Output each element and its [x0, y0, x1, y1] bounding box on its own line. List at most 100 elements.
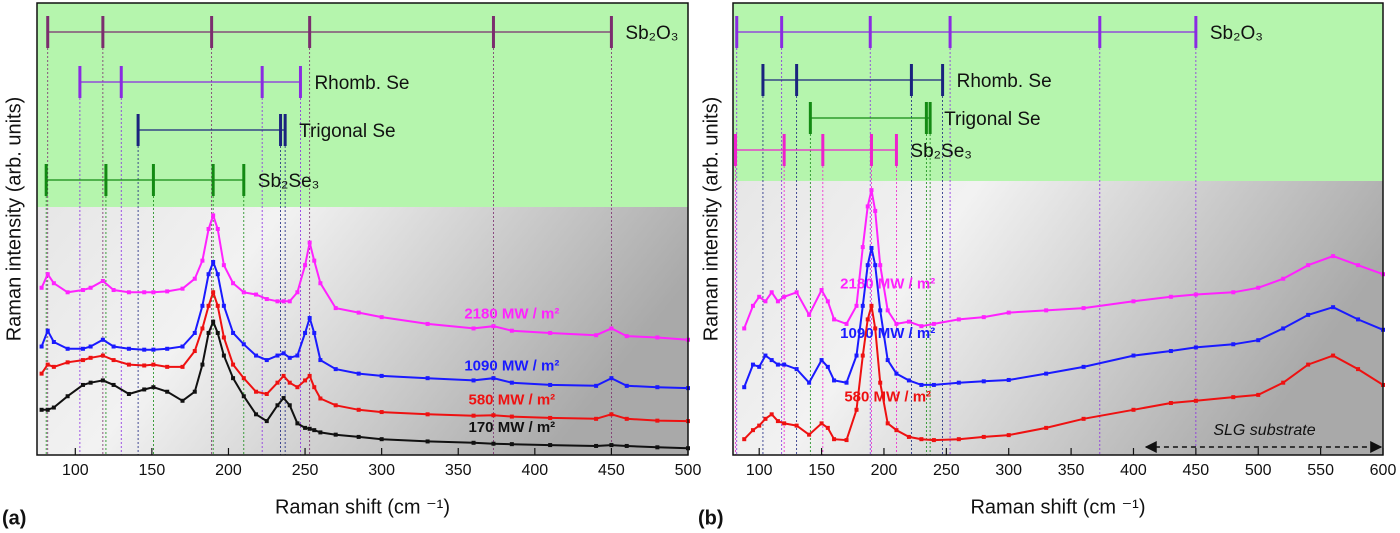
- spectrum-point: [869, 303, 874, 308]
- spectrum-point: [264, 419, 269, 424]
- spectrum-point: [51, 405, 56, 410]
- spectrum-point: [1081, 306, 1086, 311]
- x-tick-label: 450: [1183, 462, 1210, 479]
- spectrum-point: [548, 330, 553, 335]
- spectrum-point: [609, 376, 614, 381]
- x-tick-label: 600: [1370, 462, 1397, 479]
- spectrum-point: [333, 403, 338, 408]
- spectrum-point: [782, 421, 787, 426]
- spectrum-point: [151, 347, 156, 352]
- x-tick-label: 400: [521, 462, 548, 479]
- spectrum-point: [548, 443, 553, 448]
- spectrum-point: [763, 299, 768, 304]
- spectrum-point: [318, 358, 323, 363]
- spectrum-point: [1044, 308, 1049, 313]
- spectrum-point: [1168, 401, 1173, 406]
- spectrum-point: [80, 358, 85, 363]
- spectrum-point: [1231, 290, 1236, 295]
- spectrum-point: [142, 387, 147, 392]
- spectrum-point: [206, 303, 211, 308]
- spectrum-point: [425, 321, 430, 326]
- spectrum-point: [100, 337, 105, 342]
- spectrum-point: [333, 432, 338, 437]
- spectrum-point: [231, 362, 236, 367]
- spectrum-line: [40, 212, 689, 341]
- series-label: 580 MW / m²: [469, 392, 556, 409]
- spectrum-point: [142, 363, 147, 368]
- plot-background: [37, 207, 688, 455]
- spectrum-point: [1331, 353, 1336, 358]
- spectrum-point: [844, 380, 849, 385]
- spectrum-point: [200, 326, 205, 331]
- spectrum-point: [769, 290, 774, 295]
- spectrum-point: [287, 355, 292, 360]
- spectrum-point: [379, 410, 384, 415]
- spectrum-point: [865, 204, 870, 209]
- spectrum-point: [509, 414, 514, 419]
- spectrum-point: [180, 398, 185, 403]
- spectrum-point: [241, 290, 246, 295]
- spectrum-point: [1256, 338, 1261, 343]
- spectrum-point: [295, 353, 300, 358]
- spectrum-point: [142, 347, 147, 352]
- spectrum-point: [775, 362, 780, 367]
- spectrum-point: [769, 358, 774, 363]
- y-axis-label: Raman intensity (arb. units): [3, 97, 25, 342]
- spectrum-point: [757, 423, 762, 428]
- spectrum-point: [873, 208, 878, 213]
- spectrum-point: [981, 315, 986, 320]
- spectrum-point: [215, 303, 220, 308]
- spectrum-point: [379, 437, 384, 442]
- spectrum-point: [111, 288, 116, 293]
- spectrum-point: [844, 438, 849, 443]
- spectrum-point: [65, 346, 70, 351]
- panel-label: (a): [2, 507, 26, 529]
- spectrum-point: [151, 362, 156, 367]
- spectrum-point: [509, 442, 514, 447]
- spectrum-point: [1306, 362, 1311, 367]
- spectrum-point: [211, 259, 216, 264]
- spectrum-point: [491, 376, 496, 381]
- spectrum-point: [80, 346, 85, 351]
- phase-label: Trigonal Se: [944, 109, 1040, 130]
- spectrum-point: [80, 288, 85, 293]
- x-tick-label: 100: [62, 462, 89, 479]
- spectrum-point: [757, 364, 762, 369]
- spectrum-point: [192, 389, 197, 394]
- spectrum-point: [832, 317, 837, 322]
- spectrum-point: [1131, 353, 1136, 358]
- spectrum-point: [869, 188, 874, 193]
- spectrum-point: [307, 316, 312, 321]
- spectrum-point: [1306, 312, 1311, 317]
- spectrum-point: [819, 358, 824, 363]
- spectrum-point: [39, 407, 44, 412]
- spectrum-point: [307, 426, 312, 431]
- spectrum-point: [254, 353, 259, 358]
- spectrum-point: [287, 380, 292, 385]
- spectrum-point: [1356, 367, 1361, 372]
- spectrum-point: [807, 312, 812, 317]
- spectrum-point: [807, 432, 812, 437]
- spectrum-point: [295, 290, 300, 295]
- spectrum-point: [763, 353, 768, 358]
- spectrum-point: [1356, 317, 1361, 322]
- spectrum-point: [794, 423, 799, 428]
- spectrum-point: [825, 364, 830, 369]
- spectrum-point: [39, 371, 44, 376]
- spectrum-point: [624, 416, 629, 421]
- spectrum-point: [264, 358, 269, 363]
- spectrum-point: [65, 394, 70, 399]
- spectrum-point: [873, 326, 878, 331]
- spectrum-point: [206, 272, 211, 277]
- phase-label: Sb₂O₃: [625, 23, 678, 44]
- y-axis-label: Raman intensity (arb. units): [700, 97, 722, 342]
- spectrum-point: [931, 321, 936, 326]
- spectrum-point: [1168, 349, 1173, 354]
- spectrum-point: [775, 299, 780, 304]
- spectrum-point: [312, 258, 317, 263]
- spectrum-point: [1168, 294, 1173, 299]
- spectrum-point: [88, 355, 93, 360]
- spectrum-point: [425, 412, 430, 417]
- spectrum-point: [1231, 395, 1236, 400]
